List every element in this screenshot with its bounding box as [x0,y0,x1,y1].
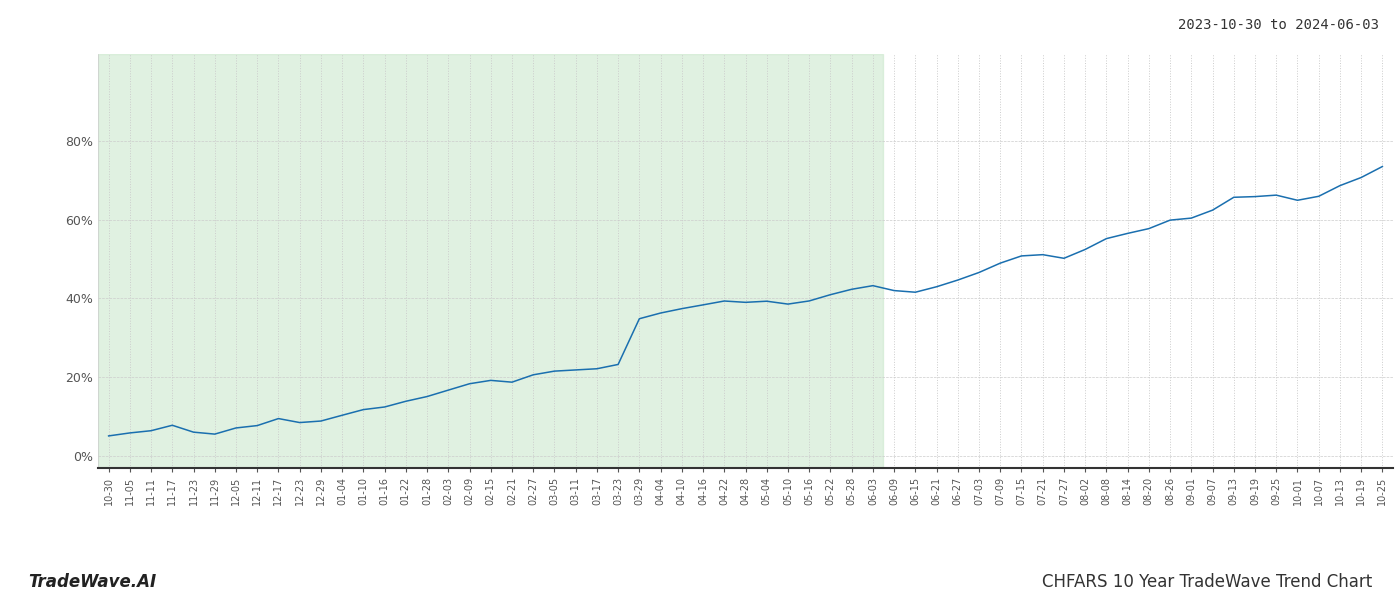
Text: 2023-10-30 to 2024-06-03: 2023-10-30 to 2024-06-03 [1177,18,1379,32]
Text: TradeWave.AI: TradeWave.AI [28,573,157,591]
Text: CHFARS 10 Year TradeWave Trend Chart: CHFARS 10 Year TradeWave Trend Chart [1042,573,1372,591]
Bar [98,54,883,468]
